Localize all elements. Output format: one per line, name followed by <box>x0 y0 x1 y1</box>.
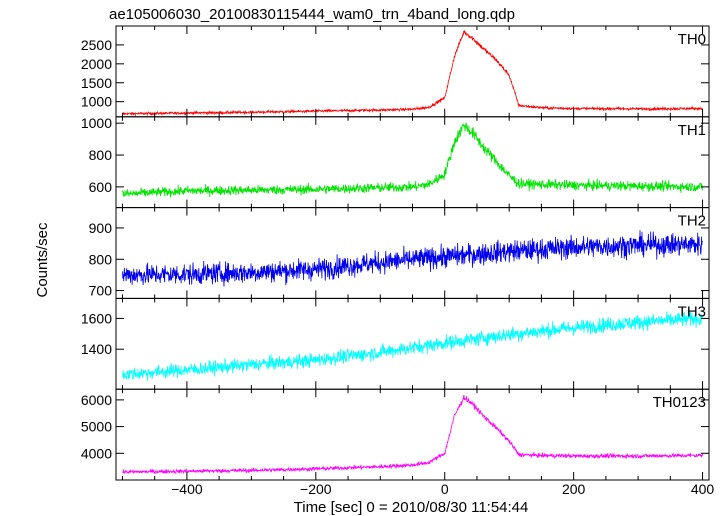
panel-frame-th0 <box>115 25 710 118</box>
series-label-th0: TH0 <box>678 31 706 48</box>
panel-th1: TH1 600 800 1000 <box>81 115 710 209</box>
y-tick-label: 900 <box>89 220 113 236</box>
y-tick-label: 800 <box>89 147 113 163</box>
panel-frame-th2 <box>115 207 710 299</box>
panel-th0123: TH0123 4000 5000 6000 <box>81 388 710 481</box>
y-tick-label: 1400 <box>81 341 112 357</box>
y-axis-label: Counts/sec <box>34 222 51 298</box>
y-tick-label: 1600 <box>81 310 112 326</box>
x-axis-label: Time [sec] 0 = 2010/08/30 11:54:44 <box>294 499 529 516</box>
series-line-th0 <box>122 29 703 117</box>
series-label-th0123: TH0123 <box>653 394 706 411</box>
y-tick-label: 700 <box>89 283 113 299</box>
series-line-th3 <box>122 311 703 381</box>
x-tick-label: −200 <box>300 481 332 497</box>
x-tick-label: 200 <box>562 481 586 497</box>
series-line-th2 <box>122 230 703 287</box>
y-tick-label: 1000 <box>81 94 112 110</box>
x-tick-label: 400 <box>691 481 715 497</box>
y-tick-label: 800 <box>89 251 113 267</box>
series-line-th1 <box>122 122 703 198</box>
series-label-th1: TH1 <box>678 122 706 139</box>
x-tick-label: 0 <box>441 481 449 497</box>
series-label-th3: TH3 <box>678 303 706 320</box>
panel-frame-th1 <box>115 116 710 209</box>
panel-th3: TH3 1400 1600 <box>81 297 710 390</box>
x-tick-label: −400 <box>171 481 203 497</box>
y-tick-label: 2500 <box>81 37 112 53</box>
y-tick-label: 600 <box>89 179 113 195</box>
y-tick-label: 4000 <box>81 445 112 461</box>
series-line-th0123 <box>122 394 703 475</box>
y-tick-label: 1000 <box>81 115 112 131</box>
panel-th0: TH0 1000 1500 2000 2500 <box>81 25 710 118</box>
y-tick-label: 1500 <box>81 75 112 91</box>
panel-th2: TH2 700 800 900 <box>89 207 710 299</box>
y-tick-label: 5000 <box>81 419 112 435</box>
chart-title: ae105006030_20100830115444_wam0_trn_4ban… <box>109 6 515 23</box>
y-tick-label: 6000 <box>81 392 112 408</box>
series-label-th2: TH2 <box>678 213 706 230</box>
panels-group: TH01000150020002500TH16008001000TH270080… <box>81 25 715 497</box>
y-tick-label: 2000 <box>81 56 112 72</box>
